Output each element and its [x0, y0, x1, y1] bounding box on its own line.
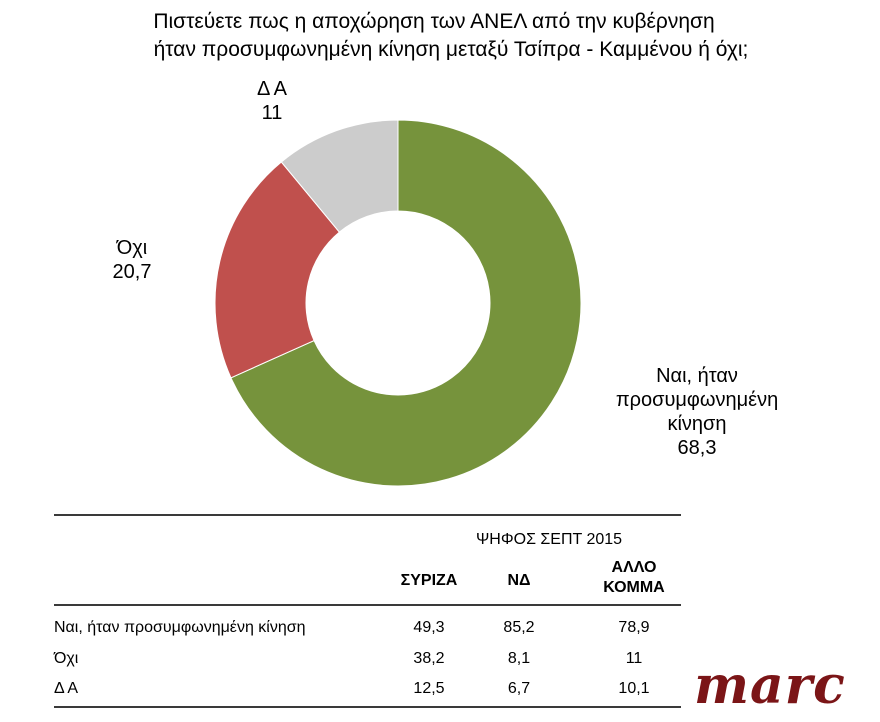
chart-title-line1: Πιστεύετε πως η αποχώρηση των ΑΝΕΛ από τ… [153, 10, 715, 33]
table-col-nd: ΝΔ [507, 572, 531, 589]
slice-label-da-name: Δ Α [256, 78, 288, 100]
slice-label-da-value: 11 [261, 102, 283, 124]
slice-label-oxi-value: 20,7 [112, 261, 152, 283]
chart-title: Πιστεύετε πως η αποχώρηση των ΑΝΕΛ από τ… [0, 8, 880, 64]
table-col-allo-komma-line2: ΚΟΜΜΑ [603, 579, 665, 596]
marc-logo: marc [694, 655, 846, 716]
table-col-allo-komma-line1: ΑΛΛΟ [611, 559, 657, 576]
table-col-allo-komma: ΑΛΛΟ ΚΟΜΜΑ [584, 558, 684, 598]
table-cell: 38,2 [413, 650, 445, 667]
donut-slices [214, 119, 582, 487]
table-cell: 6,7 [507, 680, 531, 697]
slice-da [280, 119, 399, 233]
table-cell: 12,5 [413, 680, 445, 697]
table-group-header: ΨΗΦΟΣ ΣΕΠΤ 2015 [475, 531, 623, 548]
table-cell: 78,9 [618, 619, 650, 636]
table-row-label: Όχι [54, 650, 79, 667]
table-row-label: Δ Α [54, 680, 79, 697]
slice-label-yes-line1: Ναι, ήταν [656, 365, 738, 387]
slice-label-yes-value: 68,3 [677, 437, 717, 459]
slice-label-oxi-name: Όχι [116, 237, 148, 259]
table-cell: 10,1 [618, 680, 650, 697]
table-cell: 85,2 [503, 619, 535, 636]
slice-label-oxi: Όχι 20,7 [92, 236, 172, 284]
table-header-rule [54, 604, 681, 606]
chart-title-line2: ήταν προσυμφωνημένη κίνηση μεταξύ Τσίπρα… [153, 38, 749, 61]
table-cell: 11 [625, 650, 643, 667]
table-bottom-rule [54, 706, 681, 708]
slice-label-yes-line3: κίνηση [667, 413, 727, 435]
table-col-syriza: ΣΥΡΙΖΑ [400, 572, 458, 589]
table-top-rule [54, 514, 681, 516]
table-cell: 49,3 [413, 619, 445, 636]
slice-label-da: Δ Α 11 [232, 77, 312, 125]
slice-yes [230, 119, 582, 487]
slice-label-yes: Ναι, ήταν προσυμφωνημένη κίνηση 68,3 [592, 364, 802, 460]
slice-label-yes-line2: προσυμφωνημένη [615, 389, 779, 411]
table-cell: 8,1 [507, 650, 531, 667]
slice-oxi [214, 161, 341, 379]
table-row-label: Ναι, ήταν προσυμφωνημένη κίνηση [54, 619, 306, 636]
